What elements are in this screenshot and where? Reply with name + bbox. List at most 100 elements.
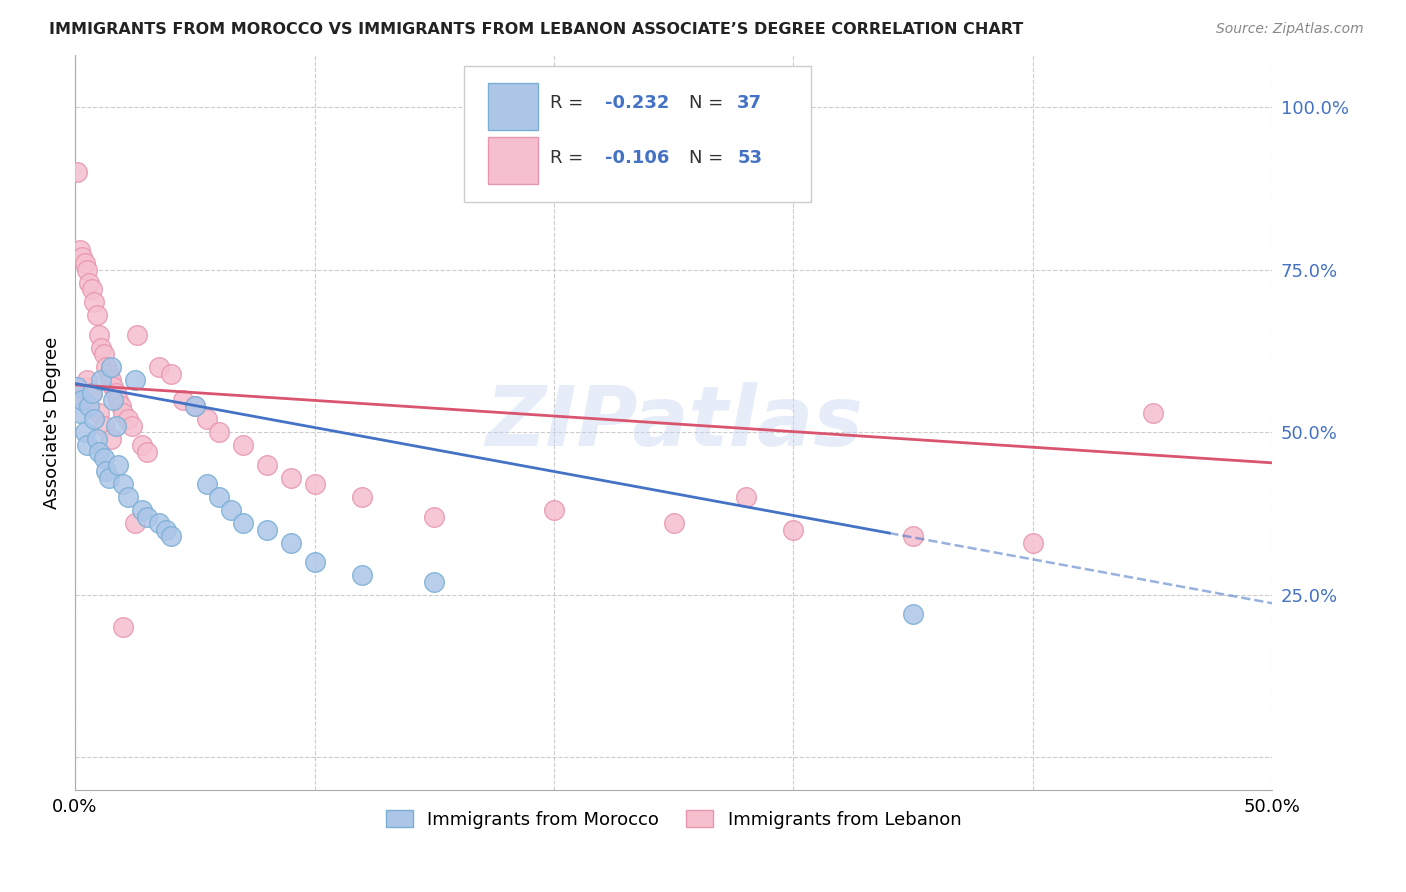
Point xyxy=(117,491,139,505)
Point xyxy=(232,516,254,531)
Point xyxy=(662,516,685,531)
Text: 37: 37 xyxy=(737,94,762,112)
Point xyxy=(352,568,374,582)
Point xyxy=(93,347,115,361)
Text: 53: 53 xyxy=(737,149,762,167)
Point xyxy=(110,399,132,413)
Point xyxy=(124,516,146,531)
Point xyxy=(127,327,149,342)
Text: N =: N = xyxy=(689,94,730,112)
Text: N =: N = xyxy=(689,149,730,167)
Point xyxy=(111,620,134,634)
FancyBboxPatch shape xyxy=(488,136,538,184)
Point xyxy=(93,418,115,433)
Point xyxy=(76,438,98,452)
Point xyxy=(90,373,112,387)
FancyBboxPatch shape xyxy=(464,66,811,202)
Text: R =: R = xyxy=(550,149,589,167)
Point xyxy=(159,367,181,381)
Point xyxy=(103,380,125,394)
Point xyxy=(280,471,302,485)
Point xyxy=(100,373,122,387)
Point xyxy=(90,341,112,355)
Point xyxy=(73,425,96,440)
Y-axis label: Associate's Degree: Associate's Degree xyxy=(44,336,60,508)
Legend: Immigrants from Morocco, Immigrants from Lebanon: Immigrants from Morocco, Immigrants from… xyxy=(378,803,969,836)
Text: IMMIGRANTS FROM MOROCCO VS IMMIGRANTS FROM LEBANON ASSOCIATE’S DEGREE CORRELATIO: IMMIGRANTS FROM MOROCCO VS IMMIGRANTS FR… xyxy=(49,22,1024,37)
Point xyxy=(103,392,125,407)
Point xyxy=(70,392,93,407)
Point xyxy=(135,444,157,458)
Point xyxy=(97,367,120,381)
Point xyxy=(111,406,134,420)
Point xyxy=(208,425,231,440)
Point xyxy=(734,491,756,505)
Point xyxy=(94,464,117,478)
Point xyxy=(87,327,110,342)
Point xyxy=(87,444,110,458)
Point xyxy=(131,503,153,517)
Point xyxy=(79,276,101,290)
Point xyxy=(97,471,120,485)
Point xyxy=(94,360,117,375)
Point xyxy=(93,451,115,466)
FancyBboxPatch shape xyxy=(488,83,538,130)
Point xyxy=(219,503,242,517)
Point xyxy=(111,477,134,491)
Point xyxy=(423,509,446,524)
Point xyxy=(86,308,108,322)
Point xyxy=(159,529,181,543)
Point xyxy=(87,406,110,420)
Point xyxy=(304,555,326,569)
Point xyxy=(232,438,254,452)
Point xyxy=(148,360,170,375)
Point xyxy=(107,392,129,407)
Point xyxy=(208,491,231,505)
Point xyxy=(195,477,218,491)
Text: -0.232: -0.232 xyxy=(606,94,669,112)
Point xyxy=(66,380,89,394)
Text: -0.106: -0.106 xyxy=(606,149,669,167)
Point xyxy=(70,250,93,264)
Text: Source: ZipAtlas.com: Source: ZipAtlas.com xyxy=(1216,22,1364,37)
Point xyxy=(148,516,170,531)
Point xyxy=(543,503,565,517)
Point xyxy=(70,392,93,407)
Point xyxy=(76,262,98,277)
Text: ZIPatlas: ZIPatlas xyxy=(485,382,863,463)
Point xyxy=(104,386,127,401)
Point xyxy=(1142,406,1164,420)
Point xyxy=(79,399,101,413)
Point xyxy=(155,523,177,537)
Point xyxy=(903,529,925,543)
Point xyxy=(280,536,302,550)
Point xyxy=(184,399,207,413)
Point xyxy=(76,373,98,387)
Point xyxy=(256,523,278,537)
Point xyxy=(184,399,207,413)
Point xyxy=(782,523,804,537)
Point xyxy=(124,373,146,387)
Point xyxy=(73,380,96,394)
Point xyxy=(172,392,194,407)
Point xyxy=(83,412,105,426)
Point xyxy=(135,509,157,524)
Point xyxy=(80,386,103,401)
Point xyxy=(423,574,446,589)
Point xyxy=(69,406,91,420)
Point xyxy=(100,360,122,375)
Point xyxy=(131,438,153,452)
Point xyxy=(80,386,103,401)
Point xyxy=(107,458,129,472)
Point xyxy=(121,418,143,433)
Point xyxy=(104,418,127,433)
Point xyxy=(903,607,925,622)
Point xyxy=(100,432,122,446)
Point xyxy=(256,458,278,472)
Point xyxy=(80,282,103,296)
Point xyxy=(1022,536,1045,550)
Point xyxy=(195,412,218,426)
Point xyxy=(86,432,108,446)
Point xyxy=(117,412,139,426)
Point xyxy=(69,244,91,258)
